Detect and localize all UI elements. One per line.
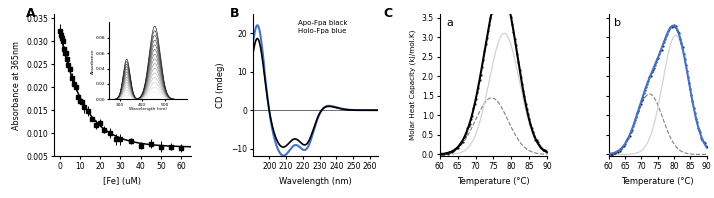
- Text: b: b: [615, 18, 621, 28]
- Y-axis label: Molar Heat Capacity (kJ/mol.K): Molar Heat Capacity (kJ/mol.K): [410, 30, 416, 140]
- Text: A: A: [26, 7, 36, 20]
- Text: C: C: [383, 7, 393, 20]
- Y-axis label: Absorbance at 365nm: Absorbance at 365nm: [11, 41, 21, 130]
- X-axis label: Temperature (°C): Temperature (°C): [457, 177, 530, 186]
- Y-axis label: CD (mdeg): CD (mdeg): [216, 62, 226, 108]
- X-axis label: [Fe] (uM): [Fe] (uM): [104, 177, 141, 186]
- Text: B: B: [230, 7, 239, 20]
- X-axis label: Temperature (°C): Temperature (°C): [621, 177, 694, 186]
- X-axis label: Wavelength (nm): Wavelength (nm): [279, 177, 352, 186]
- Text: Apo-Fpa black
Holo-Fpa blue: Apo-Fpa black Holo-Fpa blue: [298, 20, 347, 34]
- Text: a: a: [446, 18, 453, 28]
